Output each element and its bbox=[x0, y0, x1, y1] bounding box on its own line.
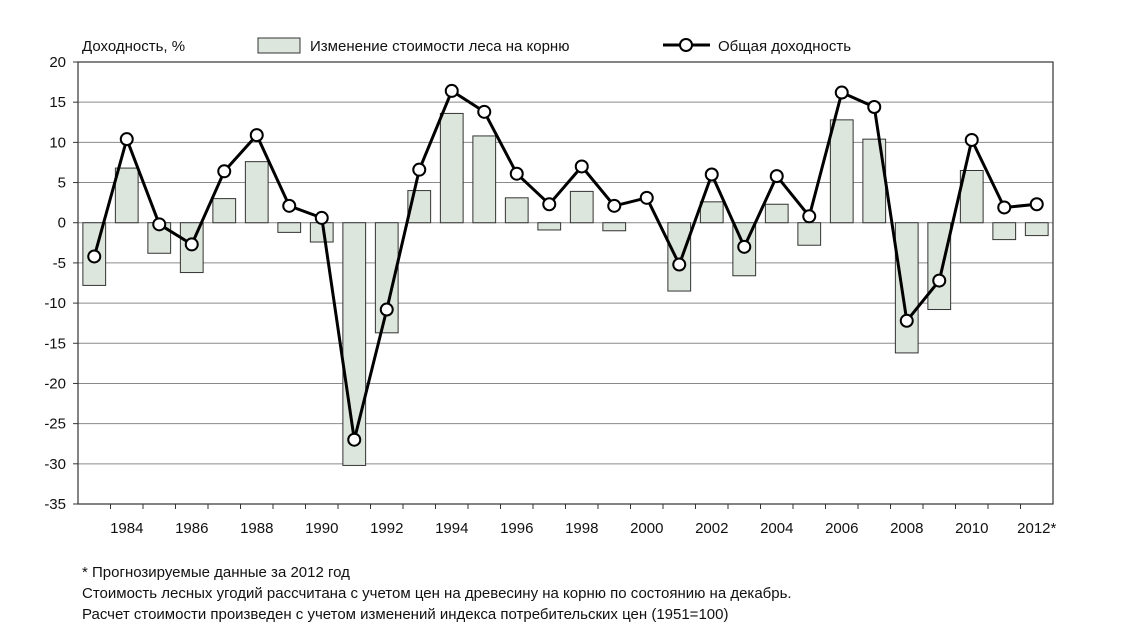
y-tick-label: 15 bbox=[49, 94, 66, 111]
y-tick-label: 5 bbox=[58, 175, 66, 192]
chart: Доходность, % Изменение стоимости леса н… bbox=[44, 37, 1057, 537]
x-tick-label: 2012* bbox=[1017, 520, 1056, 537]
line-point bbox=[184, 237, 199, 252]
legend-bar-swatch bbox=[257, 37, 301, 54]
line-point bbox=[737, 239, 752, 254]
line-point bbox=[704, 167, 719, 182]
x-tick-label: 1992 bbox=[370, 520, 403, 537]
bar bbox=[699, 201, 724, 224]
line-point bbox=[607, 198, 622, 213]
x-tick-label: 2006 bbox=[825, 520, 858, 537]
line-point bbox=[932, 273, 947, 288]
line-point bbox=[314, 210, 329, 225]
line-point bbox=[899, 313, 914, 328]
y-tick-label: -10 bbox=[44, 295, 66, 312]
y-tick-label: -5 bbox=[53, 255, 66, 272]
line-point bbox=[542, 197, 557, 212]
bar bbox=[667, 222, 692, 292]
legend-bar-label: Изменение стоимости леса на корню bbox=[310, 38, 569, 55]
line-point bbox=[379, 302, 394, 317]
legend: Изменение стоимости леса на корню Общая … bbox=[257, 37, 851, 55]
line-point bbox=[249, 128, 264, 143]
bar bbox=[927, 222, 952, 311]
bar bbox=[797, 222, 822, 246]
line-point bbox=[672, 257, 687, 272]
line-series bbox=[87, 83, 1044, 447]
y-tick-label: 20 bbox=[49, 54, 66, 71]
line-point bbox=[444, 83, 459, 98]
y-axis-ticks: 20 15 10 5 0 -5 -10 -15 -20 -25 -30 -35 bbox=[44, 54, 78, 513]
line-point bbox=[802, 209, 817, 224]
total-return-line bbox=[92, 89, 1037, 442]
line-point bbox=[509, 166, 524, 181]
line-point bbox=[997, 200, 1012, 215]
bar bbox=[602, 222, 627, 232]
bar bbox=[569, 190, 594, 224]
bar bbox=[439, 112, 464, 224]
x-tick-label: 1988 bbox=[240, 520, 273, 537]
footnotes: * Прогнозируемые данные за 2012 год Стои… bbox=[82, 562, 792, 625]
bar bbox=[244, 161, 269, 224]
y-tick-label: -25 bbox=[44, 416, 66, 433]
x-tick-label: 2010 bbox=[955, 520, 988, 537]
legend-line-marker bbox=[679, 38, 693, 52]
x-tick-label: 1996 bbox=[500, 520, 533, 537]
x-tick-label: 2004 bbox=[760, 520, 793, 537]
legend-line-label: Общая доходность bbox=[718, 38, 851, 55]
footnote-cpi: Расчет стоимости произведен с учетом изм… bbox=[82, 606, 729, 623]
y-tick-label: -30 bbox=[44, 456, 66, 473]
x-axis-ticks: 1984 1986 1988 1990 1992 1994 1996 1998 2000 2002… bbox=[110, 504, 1057, 537]
bar bbox=[992, 222, 1017, 241]
line-point bbox=[867, 100, 882, 115]
line-point bbox=[87, 249, 102, 264]
line-point bbox=[119, 132, 134, 147]
bar bbox=[537, 222, 562, 231]
line-point bbox=[1029, 197, 1044, 212]
bar bbox=[212, 198, 237, 224]
line-point bbox=[834, 85, 849, 100]
line-point bbox=[477, 104, 492, 119]
gridlines bbox=[78, 101, 1053, 465]
line-point bbox=[152, 217, 167, 232]
y-axis-label: Доходность, % bbox=[82, 38, 185, 55]
y-tick-label: -15 bbox=[44, 335, 66, 352]
bar bbox=[1024, 222, 1049, 237]
x-tick-label: 1990 bbox=[305, 520, 338, 537]
footnote-method: Стоимость лесных угодий рассчитана с уче… bbox=[82, 585, 792, 602]
line-point bbox=[574, 159, 589, 174]
line-point bbox=[282, 198, 297, 213]
line-point bbox=[217, 164, 232, 179]
x-tick-label: 2008 bbox=[890, 520, 923, 537]
x-tick-label: 2000 bbox=[630, 520, 663, 537]
line-point bbox=[964, 132, 979, 147]
y-tick-label: 0 bbox=[58, 215, 66, 232]
bar bbox=[959, 169, 984, 224]
plot-frame bbox=[77, 61, 1054, 505]
footnote-forecast: * Прогнозируемые данные за 2012 год bbox=[82, 564, 350, 581]
y-tick-label: 10 bbox=[49, 134, 66, 151]
x-tick-label: 1994 bbox=[435, 520, 468, 537]
bar bbox=[374, 222, 399, 334]
y-tick-label: -35 bbox=[44, 496, 66, 513]
bar bbox=[764, 203, 789, 224]
bar bbox=[277, 222, 302, 233]
line-point bbox=[769, 169, 784, 184]
x-tick-label: 1984 bbox=[110, 520, 143, 537]
x-tick-label: 1986 bbox=[175, 520, 208, 537]
line-point bbox=[639, 190, 654, 205]
x-tick-label: 2002 bbox=[695, 520, 728, 537]
line-point bbox=[412, 162, 427, 177]
line-point bbox=[347, 432, 362, 447]
y-tick-label: -20 bbox=[44, 375, 66, 392]
bar bbox=[829, 119, 854, 224]
bar bbox=[472, 135, 497, 224]
x-tick-label: 1998 bbox=[565, 520, 598, 537]
bar bbox=[114, 167, 139, 224]
bar bbox=[894, 222, 919, 354]
bar bbox=[504, 197, 529, 224]
